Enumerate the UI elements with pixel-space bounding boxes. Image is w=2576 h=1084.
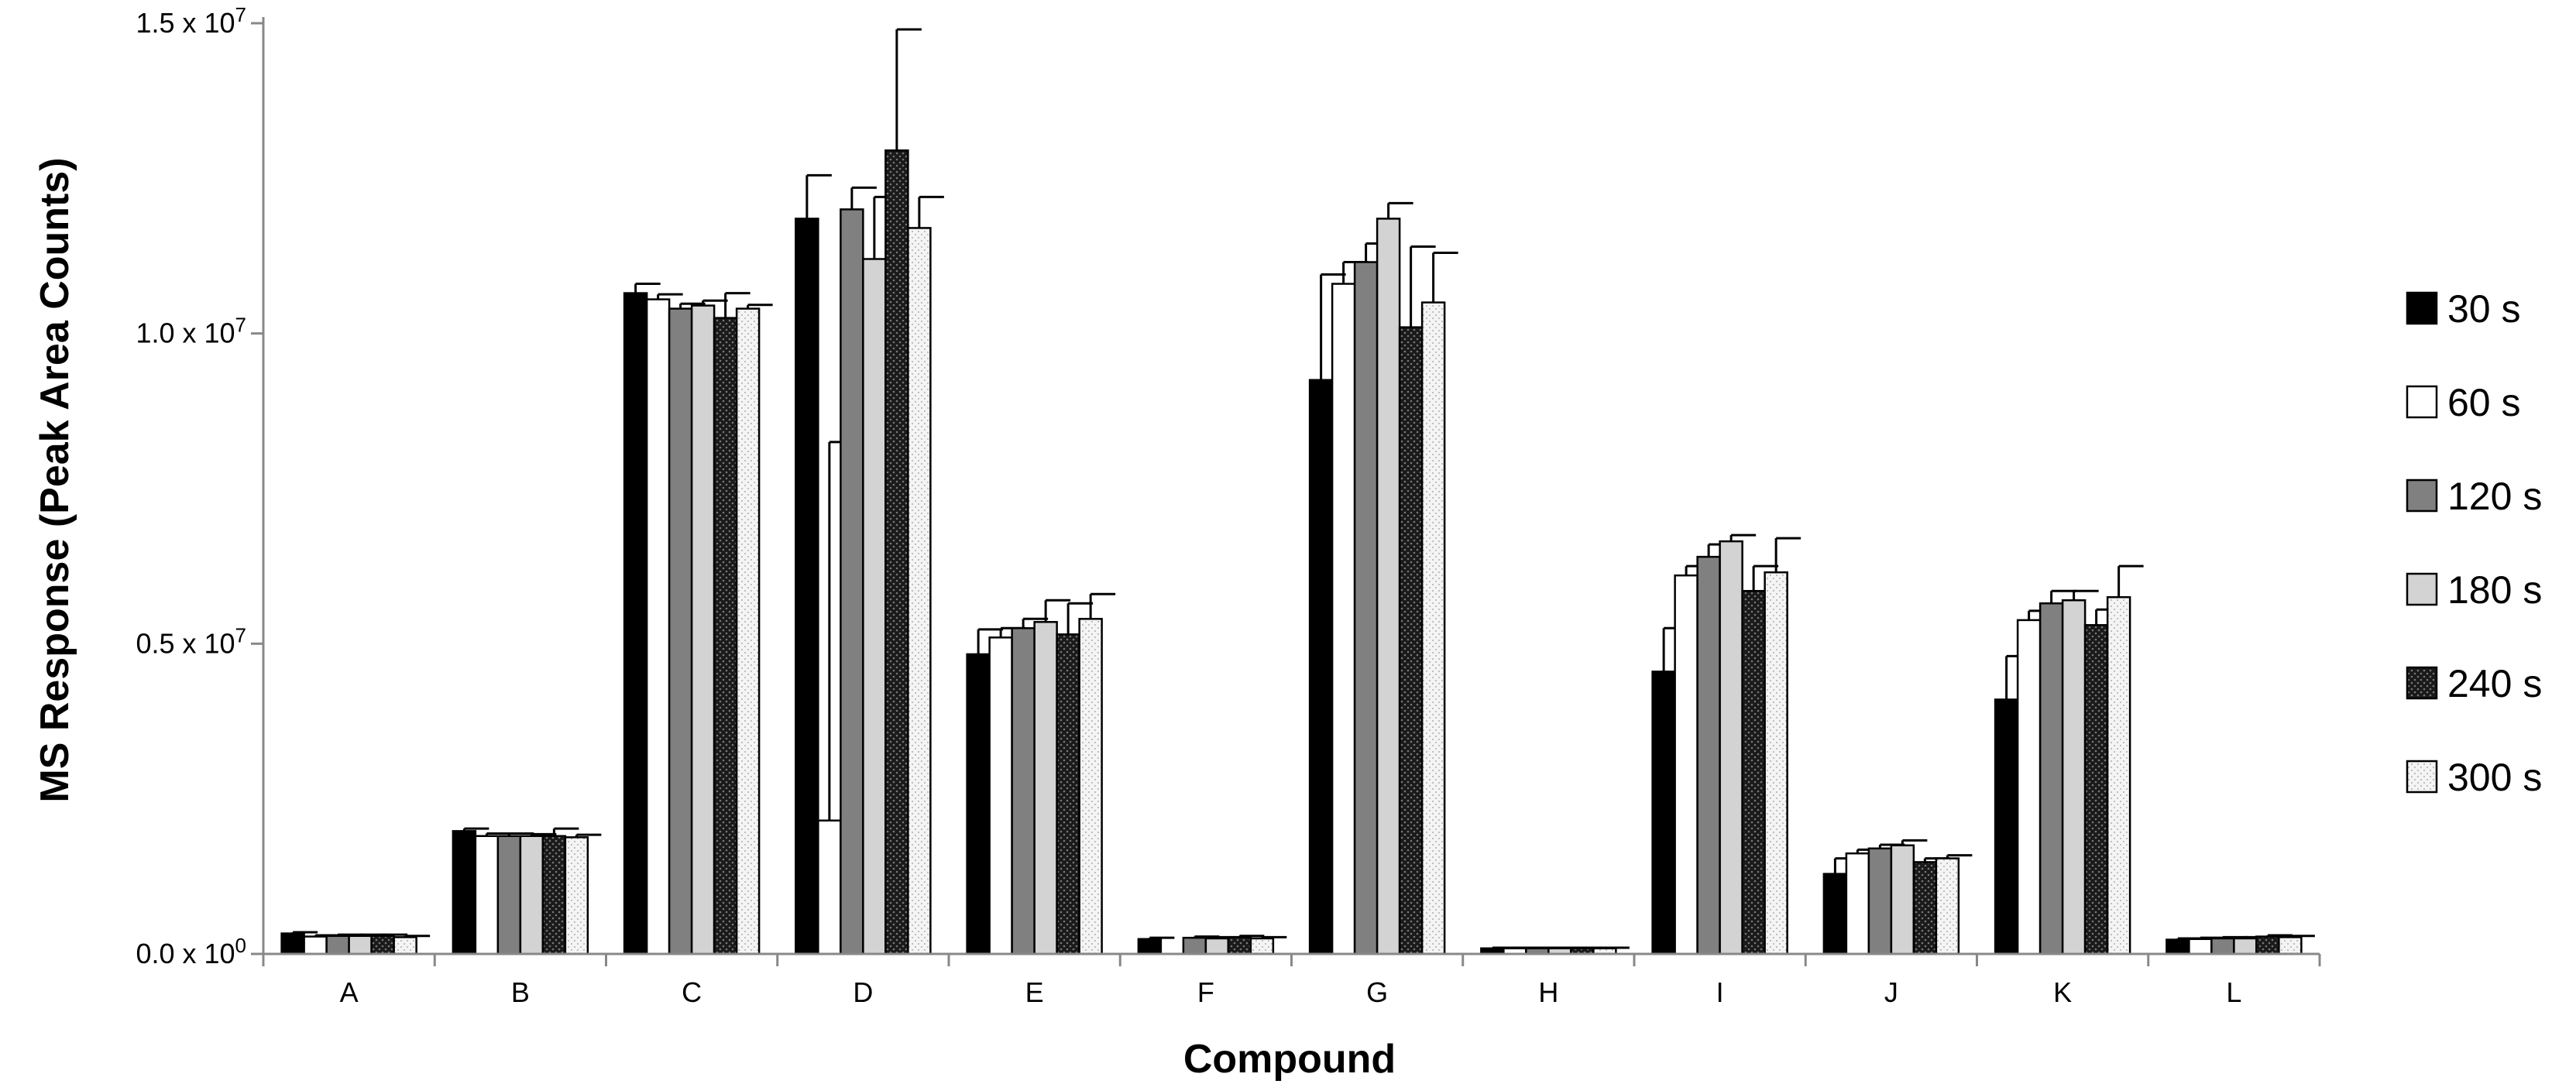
bar-I-30s <box>1651 671 1676 955</box>
bar-I-240s <box>1741 589 1766 955</box>
bar-A-30s <box>280 932 305 955</box>
bar-E-30s <box>966 653 991 955</box>
bar-B-240s <box>541 835 567 955</box>
bar-A-240s <box>370 935 395 955</box>
bar-G-300s <box>1420 301 1446 955</box>
legend-label-300s: 300 s <box>2447 756 2542 799</box>
bar-E-60s <box>988 636 1013 955</box>
y-tick-label: 0.0 x 100 <box>136 934 246 969</box>
legend-label-120s: 120 s <box>2447 475 2542 518</box>
x-tick-label-A: A <box>340 976 359 1008</box>
bar-D-240s <box>884 149 909 955</box>
bar-E-300s <box>1078 618 1103 955</box>
bar-J-180s <box>1890 844 1915 955</box>
bar-L-300s <box>2278 936 2303 955</box>
bar-C-300s <box>735 307 761 955</box>
x-tick-label-I: I <box>1716 976 1724 1008</box>
bar-L-180s <box>2233 937 2258 955</box>
bar-G-180s <box>1376 218 1401 955</box>
bar-F-120s <box>1182 936 1207 955</box>
legend-swatch-240s <box>2406 666 2438 700</box>
x-tick-label-K: K <box>2053 976 2072 1008</box>
bar-B-180s <box>519 835 544 955</box>
bar-F-240s <box>1227 936 1252 955</box>
bar-J-240s <box>1912 861 1938 955</box>
bar-C-60s <box>645 298 671 955</box>
bar-I-120s <box>1696 555 1721 955</box>
bar-B-60s <box>474 835 500 955</box>
bar-A-120s <box>325 935 350 955</box>
bar-F-180s <box>1204 937 1230 955</box>
bar-K-60s <box>2016 619 2042 955</box>
legend-swatch-60s <box>2406 385 2438 419</box>
bar-E-120s <box>1011 627 1036 955</box>
x-tick-label-D: D <box>853 976 873 1008</box>
bar-C-30s <box>623 292 648 955</box>
bar-J-60s <box>1845 852 1870 955</box>
bar-G-60s <box>1331 283 1356 955</box>
bar-F-30s <box>1137 938 1163 955</box>
x-axis-title: Compound <box>1183 1037 1396 1082</box>
bar-B-300s <box>564 836 589 955</box>
legend-label-30s: 30 s <box>2447 287 2521 331</box>
bar-G-30s <box>1308 379 1334 955</box>
x-tick-label-G: G <box>1366 976 1388 1008</box>
bar-K-30s <box>1994 698 2019 955</box>
bar-E-240s <box>1056 633 1080 955</box>
x-tick-label-J: J <box>1884 976 1898 1008</box>
bar-D-300s <box>907 227 932 955</box>
y-tick-label: 0.5 x 107 <box>136 623 246 659</box>
bar-A-300s <box>393 936 417 955</box>
legend-swatch-180s <box>2406 572 2438 606</box>
bar-J-300s <box>1935 857 1960 955</box>
bar-D-30s <box>795 218 819 955</box>
x-tick-label-H: H <box>1538 976 1558 1008</box>
bar-J-30s <box>1822 873 1848 955</box>
bar-A-60s <box>303 935 328 955</box>
bar-G-120s <box>1353 261 1379 955</box>
bar-K-300s <box>2106 595 2131 955</box>
plot-area <box>280 28 2315 955</box>
bar-F-300s <box>1249 937 1275 955</box>
bar-I-300s <box>1764 571 1788 955</box>
bar-D-60s <box>817 819 842 955</box>
bar-K-180s <box>2061 599 2087 955</box>
bar-D-180s <box>862 258 887 955</box>
legend-label-60s: 60 s <box>2447 381 2521 424</box>
bar-L-120s <box>2210 937 2235 955</box>
bar-E-180s <box>1033 621 1058 955</box>
x-tick-label-C: C <box>682 976 702 1008</box>
bar-J-120s <box>1867 847 1893 955</box>
x-tick-label-E: E <box>1025 976 1044 1008</box>
legend-label-240s: 240 s <box>2447 662 2542 705</box>
legend-swatch-120s <box>2406 479 2438 513</box>
bar-L-30s <box>2166 938 2190 955</box>
x-tick-label-L: L <box>2226 976 2241 1008</box>
bar-K-120s <box>2038 602 2064 955</box>
legend-swatch-30s <box>2406 291 2438 325</box>
bar-K-240s <box>2083 624 2109 955</box>
y-axis-title: MS Response (Peak Area Counts) <box>33 157 77 802</box>
bar-G-240s <box>1398 326 1424 955</box>
legend-swatch-300s <box>2406 760 2438 794</box>
legend: 30 s 60 s 120 s 180 s 240 s 300 s <box>2406 287 2542 799</box>
y-tick-label: 1.5 x 107 <box>136 3 246 39</box>
bar-B-30s <box>452 830 477 955</box>
y-tick-label: 1.0 x 107 <box>136 314 246 349</box>
legend-label-180s: 180 s <box>2447 568 2542 612</box>
bar-C-120s <box>668 307 693 955</box>
bar-D-120s <box>840 208 864 955</box>
bar-I-60s <box>1674 574 1698 955</box>
x-tick-label-F: F <box>1197 976 1214 1008</box>
bar-B-120s <box>496 835 522 955</box>
bar-A-180s <box>348 935 373 955</box>
bar-I-180s <box>1719 540 1743 955</box>
x-tick-label-B: B <box>511 976 530 1008</box>
bar-C-180s <box>690 304 716 955</box>
bar-C-240s <box>713 317 738 955</box>
axes: 0.0 x 100 0.5 x 107 1.0 x 107 1.5 x 107 A B C D… <box>136 3 2321 1008</box>
bar-L-240s <box>2255 935 2280 955</box>
bar-L-60s <box>2188 938 2213 955</box>
